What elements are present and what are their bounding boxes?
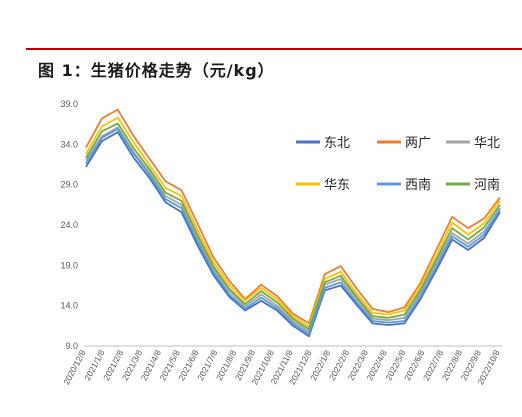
y-tick-label: 34.0 [60, 139, 78, 149]
series-line-5 [85, 128, 501, 335]
series-line-3 [85, 126, 501, 333]
series-line-2 [85, 108, 501, 325]
series-line-6 [85, 122, 501, 331]
y-tick-label: 39.0 [60, 99, 78, 109]
y-tick-label: 14.0 [60, 301, 78, 311]
x-tick-label: 2020/12/8 [61, 348, 88, 386]
y-tick-label: 9.0 [65, 341, 78, 351]
y-tick-label: 24.0 [60, 220, 78, 230]
series-line-1 [85, 131, 501, 338]
legend-label: 华北 [474, 136, 500, 151]
chart-title: 图 1：生猪价格走势（元/kg） [38, 61, 275, 80]
legend-label: 两广 [405, 136, 431, 151]
y-tick-label: 29.0 [60, 180, 78, 190]
title-rule [26, 48, 522, 50]
legend-label: 东北 [324, 136, 350, 151]
legend-label: 西南 [405, 177, 431, 193]
legend-label: 河南 [474, 177, 500, 193]
series-line-4 [85, 116, 501, 328]
legend-label: 华东 [324, 178, 350, 193]
y-tick-label: 19.0 [60, 260, 78, 270]
